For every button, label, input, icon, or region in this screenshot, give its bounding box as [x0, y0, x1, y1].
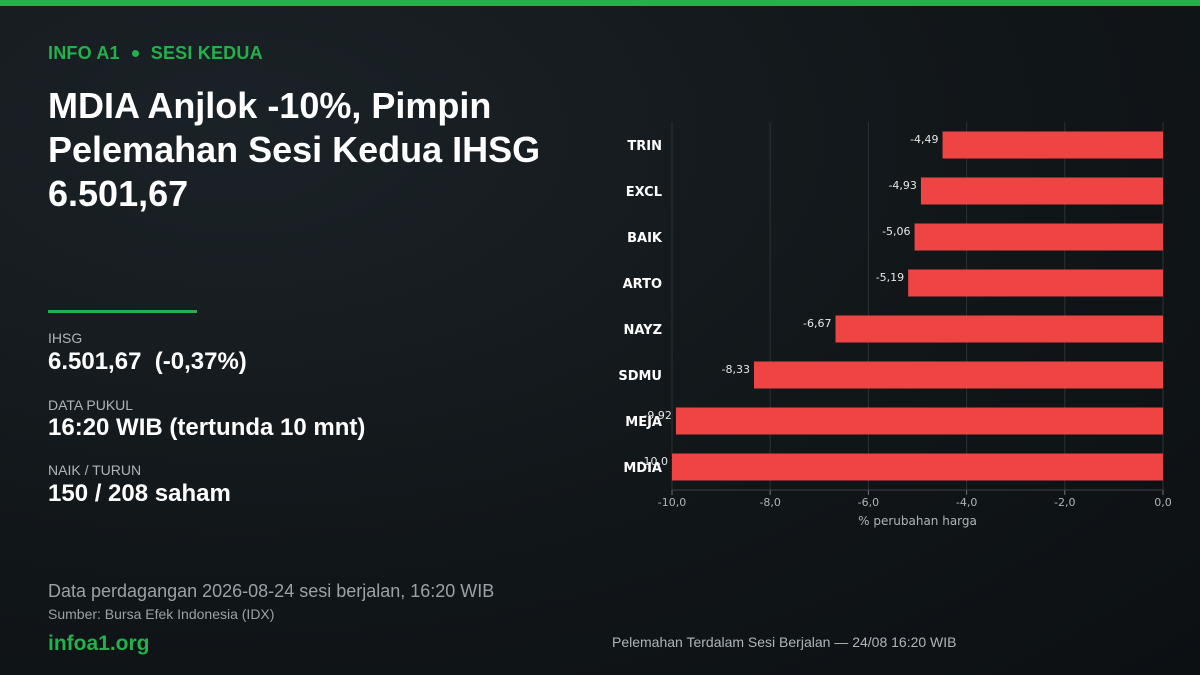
bar-sdmu [753, 361, 1163, 389]
bar-meja [675, 407, 1163, 435]
value-label: -5,19 [876, 271, 904, 284]
kicker-brand: INFO A1 [48, 43, 120, 63]
x-tick-label: 0,0 [1154, 496, 1172, 509]
source-note: Sumber: Bursa Efek Indonesia (IDX) [48, 606, 275, 622]
category-label: MEJA [625, 415, 662, 430]
category-label: BAIK [627, 231, 663, 246]
divider [48, 310, 197, 313]
category-label: NAYZ [623, 323, 662, 338]
x-tick-label: -10,0 [658, 496, 686, 509]
value-label: -8,33 [722, 363, 750, 376]
stat-value-time: 16:20 WIB (tertunda 10 mnt) [48, 414, 366, 441]
value-label: -4,93 [888, 179, 916, 192]
value-label: -4,49 [910, 133, 938, 146]
data-note: Data perdagangan 2026-08-24 sesi berjala… [48, 581, 495, 601]
x-tick-label: -8,0 [759, 496, 780, 509]
kicker: INFO A1 SESI KEDUA [48, 43, 263, 64]
stat-value-breadth: 150 / 208 saham [48, 480, 231, 507]
x-tick-label: -2,0 [1054, 496, 1075, 509]
kicker-dot-icon [131, 50, 139, 57]
x-tick-label: -6,0 [858, 496, 879, 509]
category-label: EXCL [626, 185, 662, 200]
brand-link[interactable]: infoa1.org [48, 632, 150, 655]
stat-label-breadth: NAIK / TURUN [48, 462, 142, 478]
category-label: TRIN [627, 139, 662, 154]
kicker-session: SESI KEDUA [150, 43, 263, 63]
bar-baik [914, 223, 1163, 251]
chart-caption: Pelemahan Terdalam Sesi Berjalan — 24/08… [612, 634, 957, 650]
headline: MDIA Anjlok -10%, Pimpin Pelemahan Sesi … [48, 85, 541, 214]
x-axis-title: % perubahan harga [858, 514, 977, 528]
value-label: -10,0 [640, 455, 668, 468]
bar-chart: -10,0 -8,0 -6,0 -4,0 -2,0 0,0 TRIN -4,49 EXCL -4,… [618, 122, 1172, 528]
stat-label-time: DATA PUKUL [48, 397, 134, 413]
category-label: SDMU [618, 369, 662, 384]
bar-excl [920, 177, 1163, 205]
bar-mdia [672, 453, 1163, 481]
value-label: -9,92 [643, 409, 671, 422]
top-accent-bar [0, 0, 1200, 6]
value-label: -5,06 [882, 225, 910, 238]
x-tick-label: -4,0 [956, 496, 977, 509]
value-label: -6,67 [803, 317, 831, 330]
bar-trin [942, 131, 1163, 159]
category-label: ARTO [623, 277, 662, 292]
stat-label-ihsg: IHSG [48, 330, 83, 346]
stat-value-ihsg: 6.501,67 (-0,37%) [48, 348, 247, 375]
bar-arto [908, 269, 1163, 297]
category-label: MDIA [623, 461, 662, 476]
bar-nayz [835, 315, 1163, 343]
